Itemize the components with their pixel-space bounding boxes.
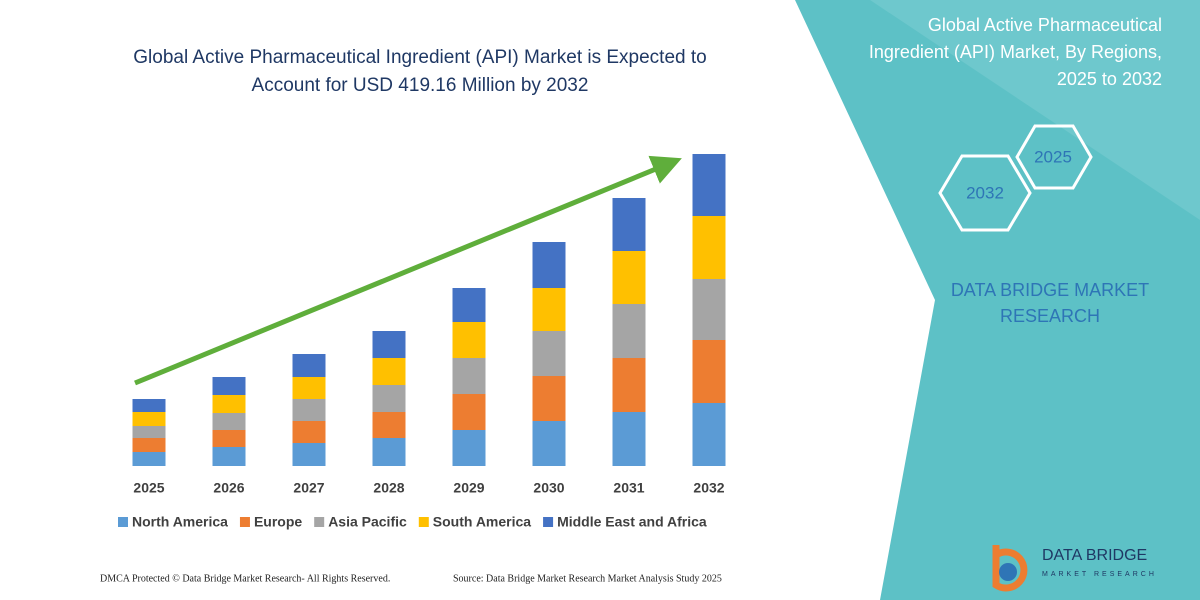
- x-tick-label: 2031: [613, 480, 644, 496]
- legend-label: South America: [433, 514, 531, 530]
- logo-name: DATA BRIDGE: [1042, 547, 1147, 564]
- bar-segment: [292, 443, 326, 466]
- hexagon: [1015, 124, 1093, 190]
- bar-segment: [532, 242, 566, 288]
- bar-segment: [292, 399, 326, 421]
- bar-segment: [692, 216, 726, 279]
- legend-label: North America: [132, 514, 228, 530]
- bar-segment: [612, 412, 646, 466]
- bar-segment: [132, 399, 166, 412]
- x-tick-label: 2030: [533, 480, 564, 496]
- bar-segment: [532, 288, 566, 331]
- bar-segment: [452, 358, 486, 394]
- bar-segment: [292, 421, 326, 443]
- hexagon-label: 2025: [1034, 147, 1072, 166]
- bar-segment: [372, 412, 406, 438]
- bar-segment: [532, 331, 566, 376]
- x-tick-label: 2026: [213, 480, 244, 496]
- bar-segment: [612, 198, 646, 251]
- bar-segment: [292, 354, 326, 377]
- legend-swatch: [543, 517, 554, 527]
- bar-segment: [612, 251, 646, 304]
- legend-label: Asia Pacific: [328, 514, 407, 530]
- x-tick-label: 2027: [293, 480, 324, 496]
- legend-swatch: [118, 517, 128, 527]
- logo-mark: [992, 545, 1028, 592]
- bar-segment: [532, 421, 566, 466]
- bar-segment: [372, 438, 406, 466]
- bar-segment: [692, 154, 726, 216]
- bar-segment: [452, 288, 486, 322]
- bar-segment: [212, 377, 246, 395]
- bar-segment: [452, 322, 486, 358]
- chart-title: Global Active Pharmaceutical Ingredient …: [133, 47, 707, 96]
- x-tick-label: 2025: [133, 480, 164, 496]
- panel-accent: [870, 0, 1200, 220]
- legend-label: Europe: [254, 514, 302, 530]
- bar-segment: [212, 395, 246, 413]
- x-tick-label: 2032: [693, 480, 724, 496]
- bar-segment: [212, 413, 246, 430]
- x-tick-label: 2029: [453, 480, 484, 496]
- bar-segment: [212, 447, 246, 466]
- bar-segment: [132, 412, 166, 426]
- bar-segment: [692, 403, 726, 466]
- bar-segment: [372, 358, 406, 385]
- bar-segment: [452, 430, 486, 466]
- x-tick-label: 2028: [373, 480, 404, 496]
- bar-segment: [532, 376, 566, 421]
- trend-arrow: [134, 155, 682, 386]
- panel-title: Global Active Pharmaceutical Ingredient …: [868, 15, 1162, 89]
- bar-segment: [132, 426, 166, 438]
- footer-right: Source: Data Bridge Market Research Mark…: [453, 573, 722, 584]
- legend-swatch: [314, 517, 325, 527]
- bar-segment: [292, 377, 326, 399]
- legend-swatch: [418, 517, 429, 527]
- logo-mark: [999, 563, 1017, 581]
- logo-tagline: MARKET RESEARCH: [1042, 571, 1157, 578]
- hexagon-label: 2032: [966, 183, 1004, 202]
- legend-label: Middle East and Africa: [557, 514, 707, 530]
- bar-segment: [612, 304, 646, 358]
- bar-segment: [452, 394, 486, 430]
- footer-left: DMCA Protected © Data Bridge Market Rese…: [100, 573, 390, 584]
- bar-segment: [692, 340, 726, 403]
- bar-segment: [372, 331, 406, 358]
- legend-swatch: [239, 517, 250, 527]
- bar-segment: [372, 385, 406, 412]
- bar-segment: [692, 279, 726, 340]
- bar-segment: [212, 430, 246, 447]
- brand: DATA BRIDGE MARKET RESEARCH: [950, 280, 1150, 326]
- bar-segment: [132, 452, 166, 466]
- hexagon: [938, 154, 1032, 232]
- bar-segment: [612, 358, 646, 412]
- bar-segment: [132, 438, 166, 452]
